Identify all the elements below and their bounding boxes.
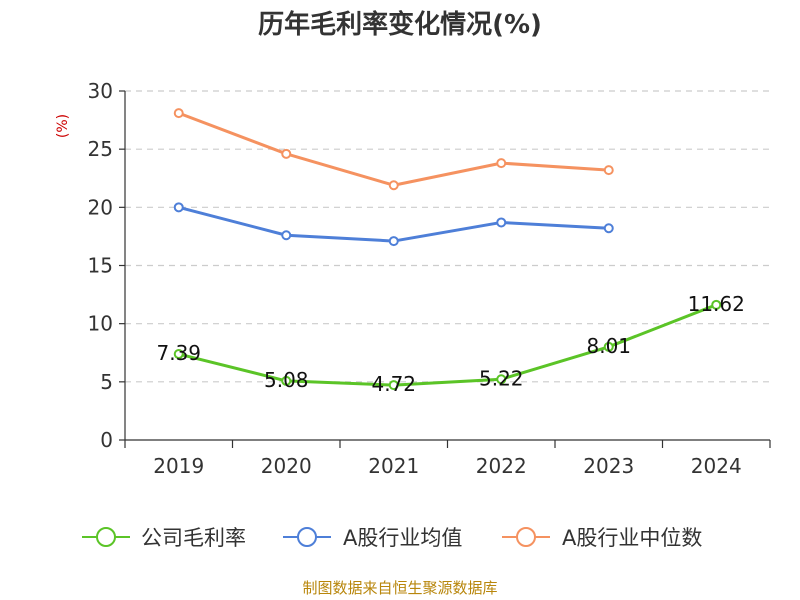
axes: 0 5 10 15 20 25 30 2019 2020 2021 2022 2023 2024 — [88, 79, 771, 478]
series-point-2 — [603, 165, 614, 176]
series-point-2 — [388, 180, 399, 191]
series-point-1 — [603, 223, 614, 234]
data-labels: 7.39 5.08 4.72 5.22 8.01 11.62 — [156, 292, 744, 396]
y-axis-unit: (%) — [55, 114, 71, 138]
data-label: 5.22 — [479, 366, 524, 390]
data-label: 11.62 — [688, 292, 745, 316]
legend-marker — [96, 527, 116, 547]
x-tick-label: 2021 — [368, 454, 419, 478]
legend-marker — [297, 527, 317, 547]
x-tick-label: 2020 — [261, 454, 312, 478]
series-point-2 — [496, 158, 507, 169]
legend-marker — [516, 527, 536, 547]
y-tick-label: 30 — [88, 79, 113, 103]
x-tick-label: 2019 — [153, 454, 204, 478]
series-point-0 — [173, 349, 184, 360]
y-tick-label: 10 — [88, 312, 113, 336]
series-point-1 — [173, 202, 184, 213]
chart-title: 历年毛利率变化情况(%) — [258, 9, 542, 40]
data-label: 8.01 — [586, 334, 631, 358]
legend: 公司毛利率 A股行业均值 A股行业中位数 — [82, 526, 702, 550]
source-note: 制图数据来自恒生聚源数据库 — [302, 579, 497, 597]
x-tick-label: 2023 — [583, 454, 634, 478]
y-tick-label: 15 — [88, 254, 113, 278]
legend-label: A股行业中位数 — [562, 526, 702, 550]
series-point-0 — [711, 299, 722, 310]
series-line-0 — [178, 303, 717, 387]
series-line-1 — [178, 205, 609, 243]
series-point-0 — [496, 374, 507, 385]
series-point-0 — [388, 380, 399, 391]
y-tick-label: 0 — [100, 428, 113, 452]
series-point-2 — [281, 148, 292, 159]
y-tick-label: 25 — [88, 137, 113, 161]
series-point-0 — [603, 341, 614, 352]
x-tick-label: 2022 — [476, 454, 527, 478]
grid-lines — [125, 90, 770, 383]
y-tick-label: 20 — [88, 195, 113, 219]
y-tick-label: 5 — [100, 370, 113, 394]
series-point-1 — [496, 217, 507, 228]
series-point-1 — [388, 236, 399, 247]
legend-label: A股行业均值 — [343, 526, 462, 550]
series-point-1 — [281, 230, 292, 241]
data-label: 4.72 — [371, 372, 416, 396]
series-point-0 — [281, 375, 292, 386]
data-label: 5.08 — [264, 368, 309, 392]
legend-label: 公司毛利率 — [141, 526, 246, 550]
data-label: 7.39 — [156, 341, 201, 365]
series-point-2 — [173, 108, 184, 119]
series-lines — [173, 108, 722, 391]
x-tick-label: 2024 — [691, 454, 742, 478]
